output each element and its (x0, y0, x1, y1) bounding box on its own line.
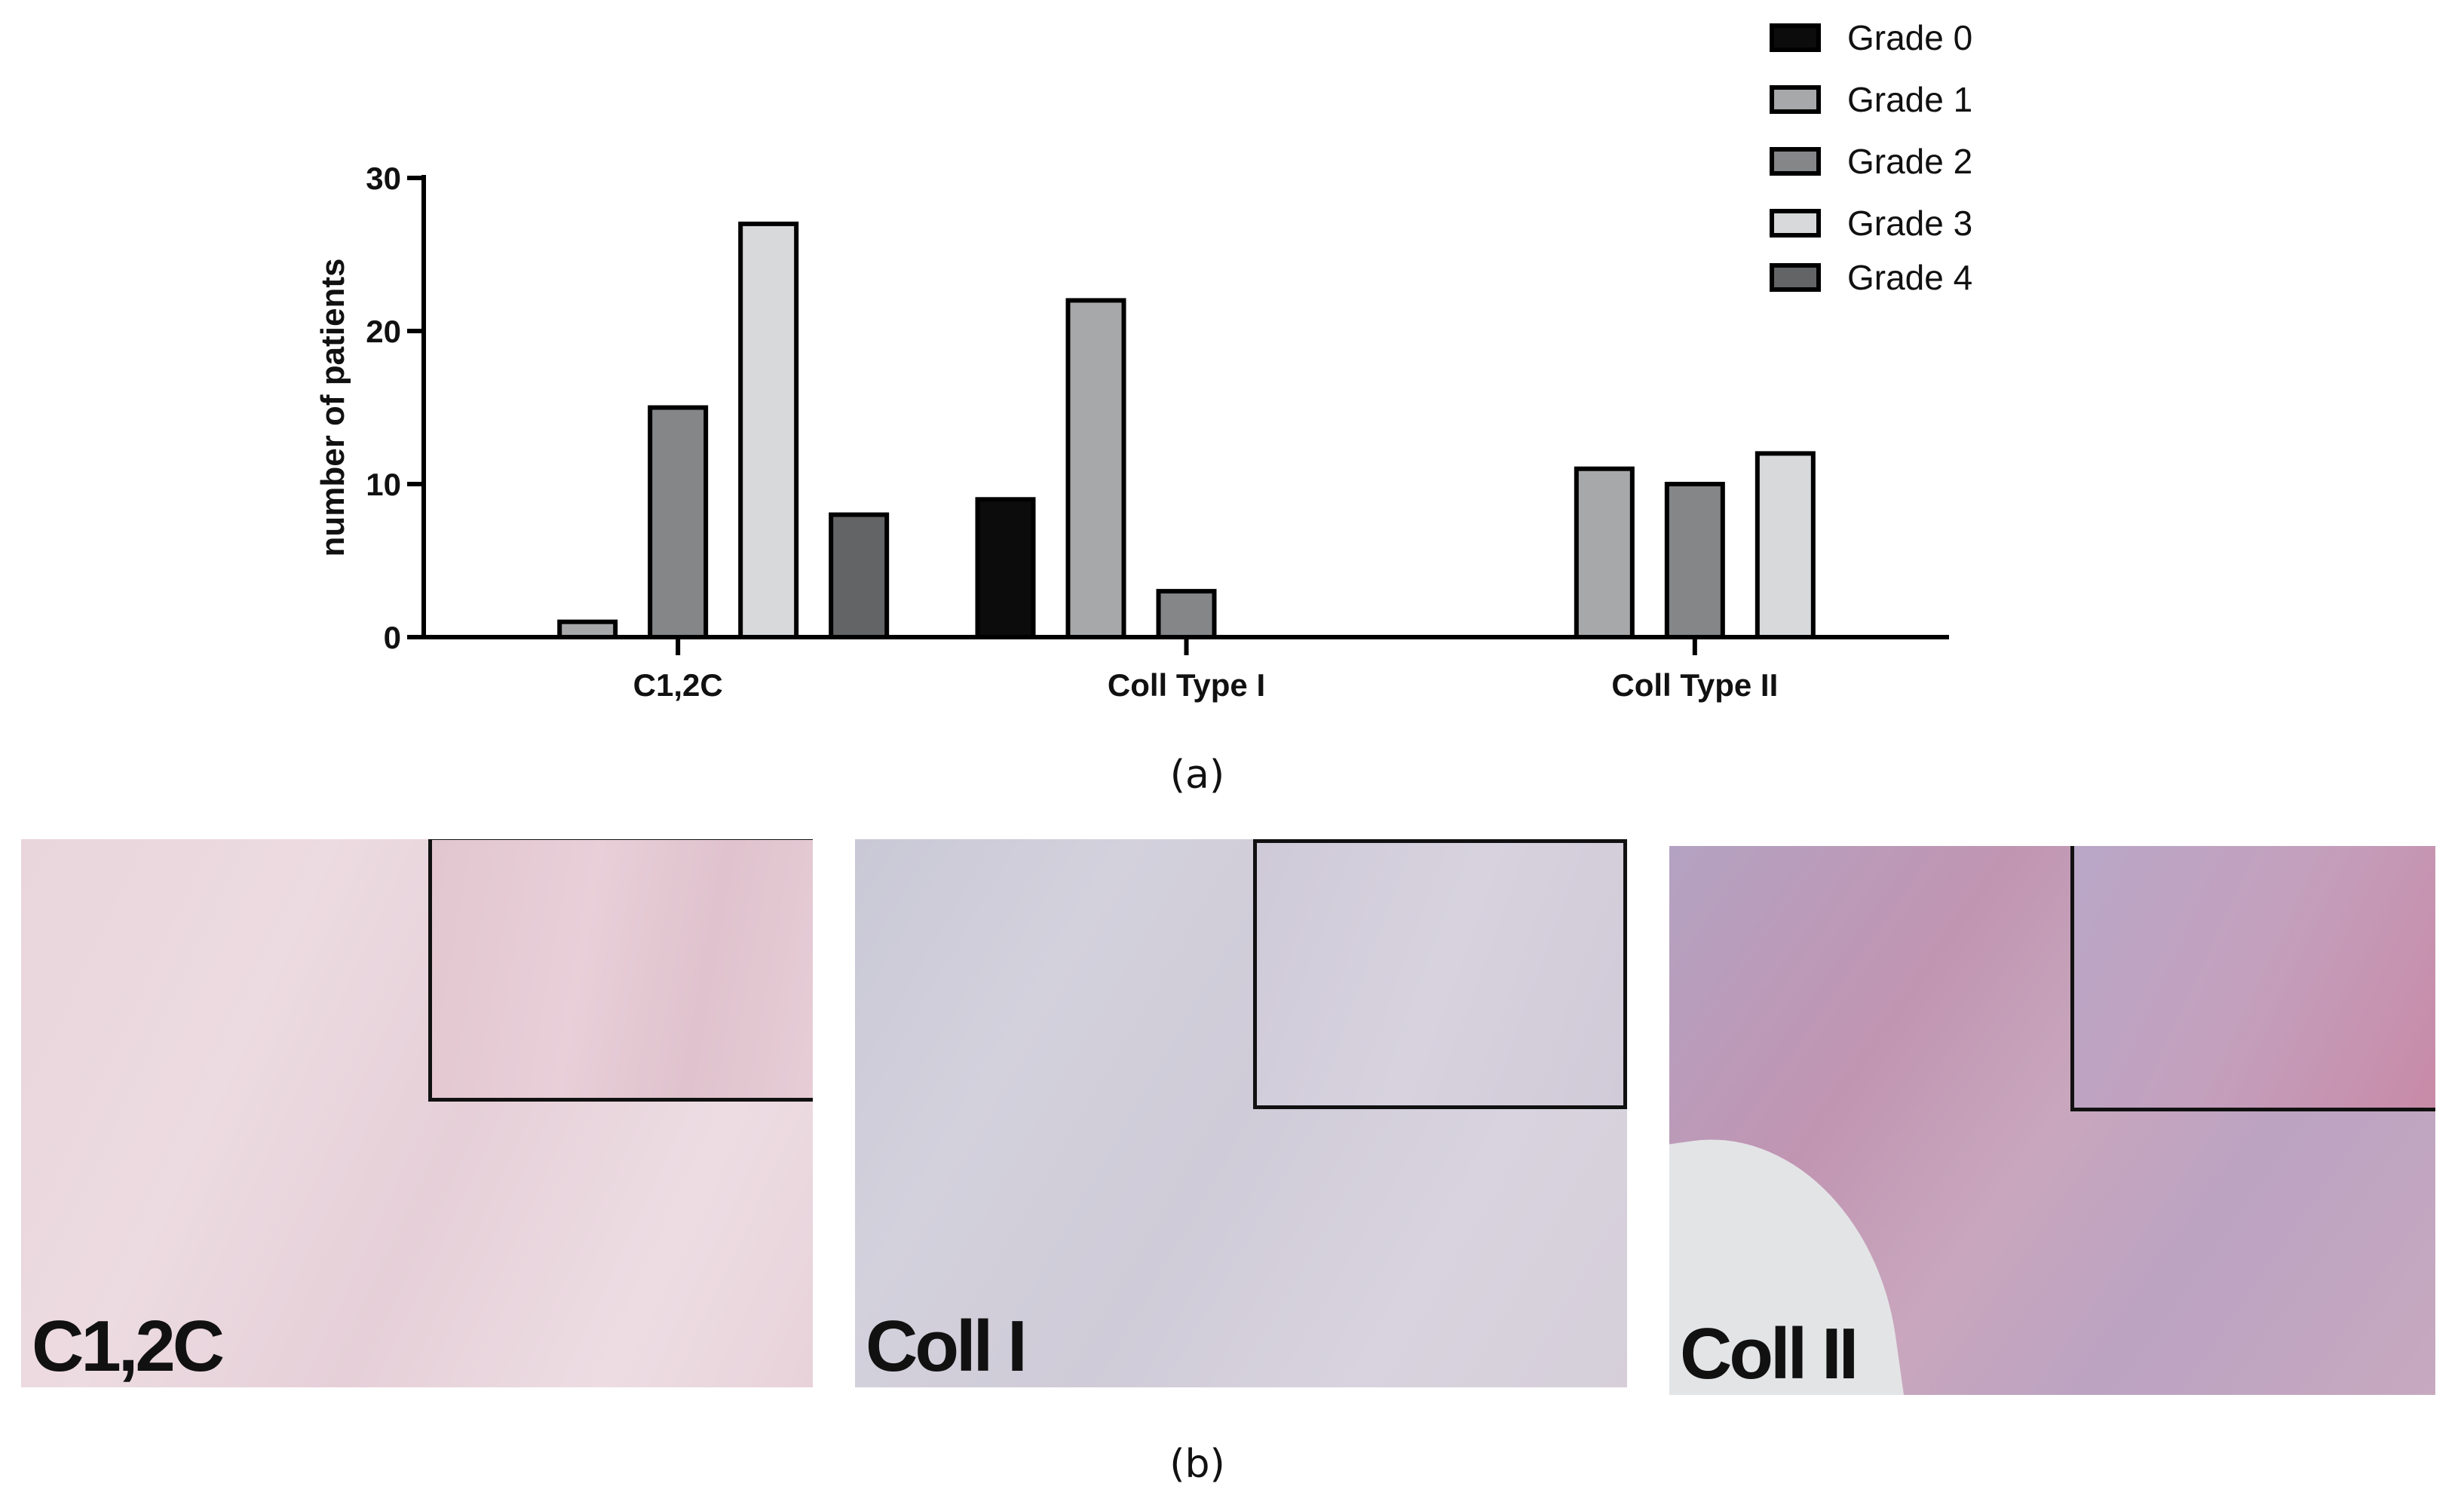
stain-label-c12c: C1,2C (32, 1306, 225, 1387)
stain-label-coll-ii: Coll II (1680, 1313, 1859, 1394)
bar (975, 497, 1036, 639)
legend-label: Grade 1 (1847, 80, 1972, 119)
legend-swatch (1770, 85, 1821, 114)
bar (648, 405, 709, 639)
inset-coll-ii (2070, 846, 2435, 1111)
legend-label: Grade 0 (1847, 18, 1972, 57)
bar (1065, 298, 1126, 639)
y-tick-label: 30 (366, 161, 401, 196)
bar (1755, 451, 1816, 640)
legend-label: Grade 2 (1847, 142, 1972, 181)
bar (738, 221, 799, 639)
x-tick-label: C1,2C (633, 667, 723, 703)
bar (1664, 482, 1725, 639)
x-tick-label: Coll Type II (1611, 667, 1778, 703)
bar (1574, 466, 1635, 640)
y-tick-label: 0 (384, 620, 401, 655)
legend-label: Grade 4 (1847, 258, 1972, 297)
panel-b-label: (b) (1169, 1442, 1225, 1487)
legend-swatch (1770, 209, 1821, 238)
inset-coll-i (1253, 839, 1627, 1109)
legend-label: Grade 3 (1847, 204, 1972, 243)
y-axis-label: number of patients (314, 258, 351, 556)
panel-a-label: (a) (1169, 752, 1225, 798)
x-tick-label: Coll Type I (1108, 667, 1265, 703)
micrograph-coll-i: Coll I (855, 839, 1627, 1387)
legend-swatch (1770, 263, 1821, 292)
legend-swatch (1770, 23, 1821, 52)
legend-swatch (1770, 147, 1821, 176)
y-tick-label: 20 (366, 314, 401, 349)
bar-chart: 0 10 20 30 number of patients C1,2C Coll Type … (314, 18, 1972, 703)
micrograph-c12c: C1,2C (21, 839, 813, 1387)
bar (557, 619, 618, 640)
bar (829, 512, 890, 639)
bar (1156, 589, 1217, 639)
micrograph-coll-ii: Coll II (1669, 846, 2435, 1395)
stain-label-coll-i: Coll I (866, 1306, 1028, 1387)
inset-c12c (428, 839, 813, 1102)
y-tick-label: 10 (366, 467, 401, 502)
